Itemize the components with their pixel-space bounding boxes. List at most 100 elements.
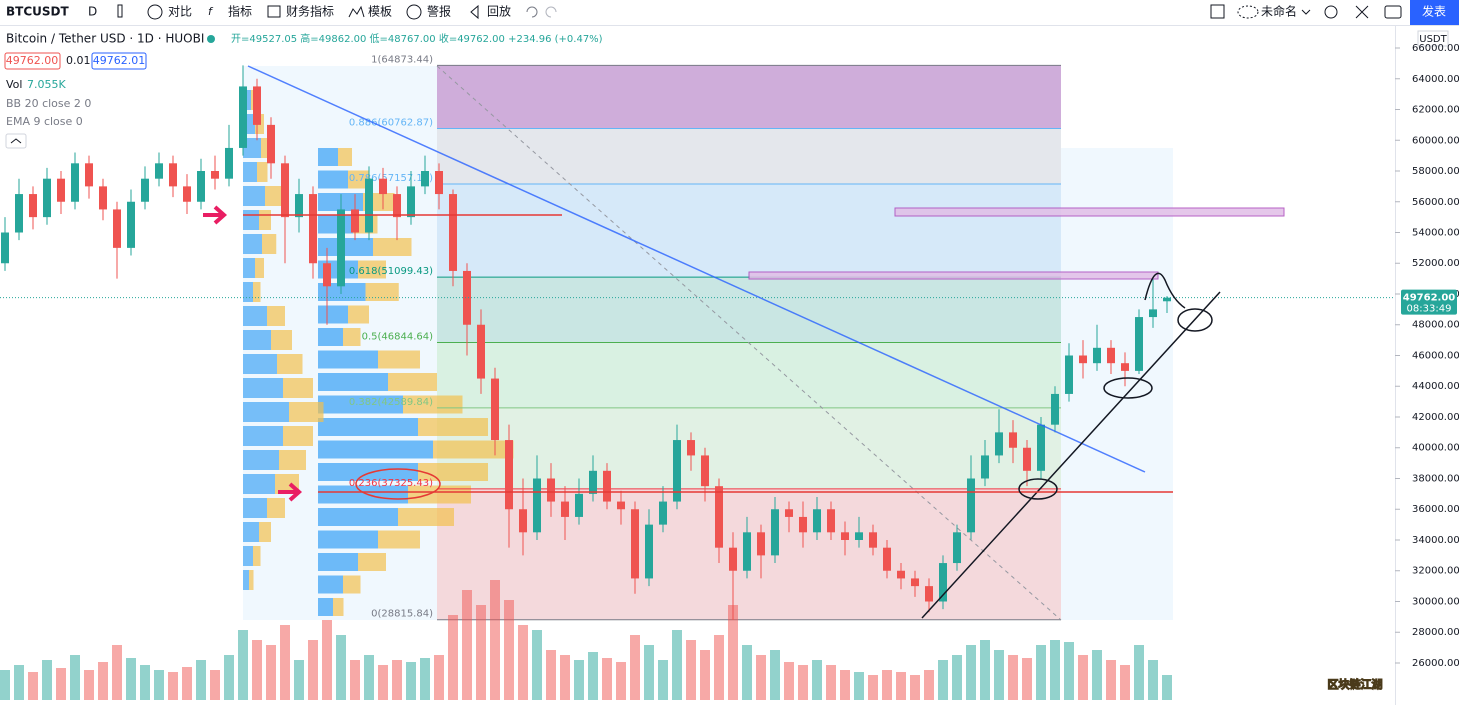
volume-bar	[504, 600, 514, 700]
profile-bar	[243, 138, 261, 158]
profile-bar	[433, 440, 514, 459]
currency-box[interactable]	[1417, 30, 1449, 47]
volume-bar	[882, 670, 892, 700]
profile-bar	[358, 260, 386, 279]
publish-button[interactable]	[1410, 0, 1459, 25]
candle-body	[1009, 432, 1017, 448]
candle-body	[85, 163, 93, 187]
spread: 0.01	[66, 54, 91, 67]
profile-bar	[418, 418, 488, 436]
profile-bar	[318, 373, 388, 391]
candle-body	[547, 478, 555, 502]
fib-label: 0.786(57157.11)	[349, 173, 433, 184]
profile-bar	[265, 186, 282, 206]
candle-icon[interactable]	[117, 4, 123, 18]
volume-bar	[966, 645, 976, 700]
candle-body	[197, 171, 205, 202]
candle-body	[911, 578, 919, 587]
profile-bar	[343, 575, 361, 594]
template-icon[interactable]	[348, 5, 365, 18]
candle-body	[15, 194, 23, 233]
candle-body	[43, 178, 51, 218]
bid-box[interactable]	[4, 52, 61, 70]
checkbox[interactable]	[1210, 4, 1225, 19]
candle-body	[113, 209, 121, 248]
y-tick-label: 30000.00	[1412, 596, 1459, 607]
profile-bar	[267, 306, 285, 326]
candle-body	[29, 194, 37, 218]
volume-bar	[476, 605, 486, 700]
publish-label[interactable]: 发表	[1422, 4, 1446, 19]
y-tick-label: 44000.00	[1412, 381, 1459, 392]
volume-bar	[728, 605, 738, 700]
ask-box[interactable]	[91, 52, 147, 70]
collapse-button[interactable]	[5, 133, 27, 149]
sketch-ellipse	[1103, 377, 1153, 399]
profile-bar	[318, 463, 418, 481]
candle-body	[1093, 347, 1101, 364]
candle-body	[351, 209, 359, 233]
toolbar-item[interactable]: 回放	[487, 4, 511, 19]
toolbar-item[interactable]: 对比	[168, 5, 192, 19]
symbol[interactable]: BTCUSDT	[6, 5, 69, 19]
toolbar-item[interactable]: 指标	[228, 4, 252, 19]
interval[interactable]: D	[88, 5, 97, 19]
volume-bar	[252, 640, 262, 700]
volume-bar	[602, 658, 612, 700]
volume-bar	[630, 635, 640, 700]
volume-bar	[364, 655, 374, 700]
profile-bar	[277, 354, 303, 374]
profile-bar	[318, 350, 378, 369]
y-tick-label: 66000.00	[1412, 43, 1459, 54]
profile-bar	[243, 210, 259, 230]
redo-icon[interactable]	[545, 6, 557, 18]
fullscreen-icon[interactable]	[1355, 5, 1369, 19]
volume-bar	[770, 650, 780, 700]
candle-body	[491, 378, 499, 441]
dropdown-icon[interactable]	[1301, 9, 1311, 15]
volume-bar	[14, 665, 24, 700]
candle-body	[673, 440, 681, 502]
toolbar-item[interactable]: 财务指标	[286, 4, 334, 19]
volume-bar	[490, 580, 500, 700]
candle-body	[981, 455, 989, 479]
fib-label: 0.886(60762.87)	[349, 118, 433, 129]
profile-bar	[378, 530, 420, 549]
volume-bar	[56, 668, 66, 700]
candle-body	[1163, 297, 1171, 302]
snapshot-icon[interactable]	[1384, 5, 1402, 19]
profile-bar	[257, 162, 268, 182]
volume-bar	[798, 665, 808, 700]
settings-icon[interactable]	[1324, 5, 1338, 19]
indicator-icon[interactable]: f	[208, 5, 214, 18]
candle-body	[505, 440, 513, 510]
undo-icon[interactable]	[526, 6, 538, 18]
replay-icon[interactable]	[470, 4, 479, 20]
profile-bar	[243, 234, 262, 254]
candle-body	[141, 178, 149, 202]
cloud-icon[interactable]	[1237, 5, 1259, 19]
volume-bar	[266, 645, 276, 700]
volume-bar	[686, 640, 696, 700]
candle-body	[1023, 447, 1031, 471]
y-tick-label: 54000.00	[1412, 227, 1459, 238]
profile-bar	[243, 426, 283, 446]
toolbar-item[interactable]: 警报	[427, 4, 451, 19]
profile-bar	[318, 530, 378, 549]
profile-bar	[333, 598, 344, 616]
fib-zone	[437, 407, 1061, 489]
profile-bar	[348, 305, 369, 324]
volume-bar	[938, 660, 948, 700]
collapse-icon[interactable]	[10, 138, 22, 144]
layout-name[interactable]: 未命名	[1261, 4, 1297, 19]
countdown: 08:33:49	[1407, 304, 1452, 315]
toolbar-item[interactable]: 模板	[368, 5, 392, 19]
alert-icon[interactable]	[406, 4, 422, 20]
volume-bar	[168, 672, 178, 700]
financials-icon[interactable]	[267, 5, 281, 18]
y-tick-label: 60000.00	[1412, 135, 1459, 146]
candle-body	[253, 86, 261, 125]
profile-bar	[318, 395, 403, 414]
profile-bar	[403, 395, 463, 414]
compare-icon[interactable]	[147, 4, 163, 20]
